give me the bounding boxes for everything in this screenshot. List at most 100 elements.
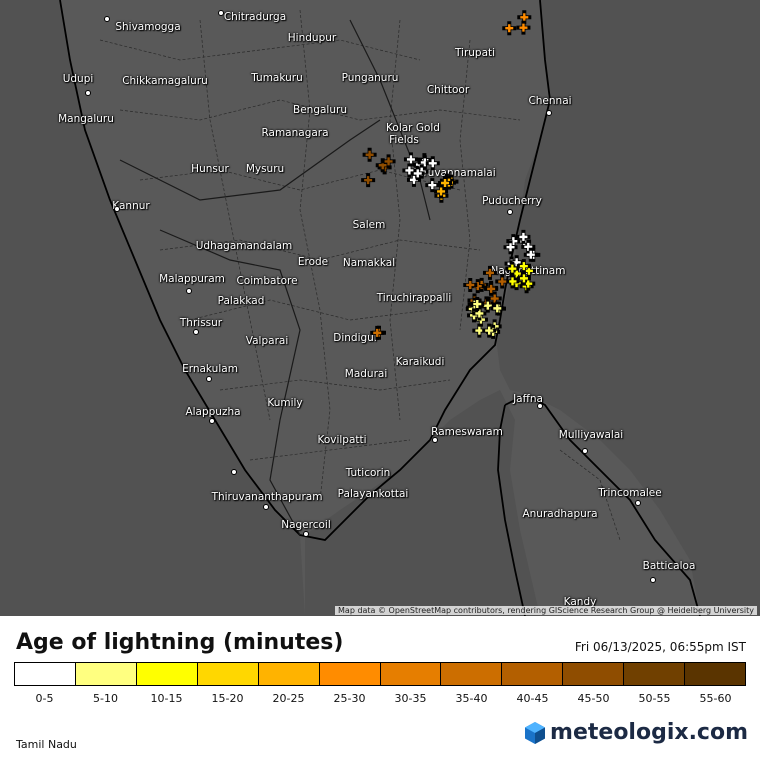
lightning-strike-icon: [362, 147, 377, 162]
city-label: Udupi: [62, 73, 94, 85]
lightning-strike-icon: [482, 265, 497, 280]
lightning-strike-icon: [463, 277, 478, 292]
legend-bin-label: 15-20: [211, 692, 244, 705]
city-label: Mulliyawalai: [558, 429, 624, 441]
legend-title: Age of lightning (minutes): [16, 630, 344, 655]
legend-bin-label: 20-25: [272, 692, 305, 705]
legend-bin-label: 10-15: [150, 692, 183, 705]
city-dot: [218, 10, 224, 16]
meteologix-logo-icon: [525, 721, 546, 744]
city-label: Salem: [352, 219, 386, 231]
city-label: Trincomalee: [598, 487, 662, 499]
city-label: Chitradurga: [223, 11, 287, 23]
city-label: Palayankottai: [337, 488, 409, 500]
legend-bin-label: 50-55: [638, 692, 671, 705]
lightning-strike-icon: [425, 156, 440, 171]
lightning-strike-icon: [516, 229, 531, 244]
city-label: Ernakulam: [182, 363, 238, 375]
city-label: Kovilpatti: [317, 434, 367, 446]
brand-name: meteologix.com: [550, 720, 748, 745]
lightning-strike-icon: [438, 176, 453, 191]
map-attribution: Map data © OpenStreetMap contributors, r…: [335, 606, 757, 615]
brand-logo[interactable]: meteologix.com: [524, 720, 748, 745]
lightning-strikes-layer: [361, 10, 541, 340]
city-label: Chennai: [528, 95, 572, 107]
city-dot: [193, 329, 199, 335]
age-scale-labels: 0-5 5-10 10-15 15-20 20-25 25-30 30-35 35-40 40-…: [14, 692, 746, 705]
legend-swatch: [319, 663, 381, 685]
lightning-strike-icon: [505, 261, 520, 276]
legend-bin-label: 45-50: [577, 692, 610, 705]
legend-swatch: [258, 663, 320, 685]
city-label: Thiruvananthapuram: [211, 491, 323, 503]
legend-swatch: [197, 663, 259, 685]
city-label: Fields: [389, 134, 419, 146]
legend-bin-label: 25-30: [333, 692, 366, 705]
city-dot: [186, 288, 192, 294]
city-label: Tuticorin: [345, 467, 391, 479]
city-label: Mangaluru: [58, 113, 114, 125]
city-label: Malappuram: [159, 273, 225, 285]
lightning-strike-icon: [472, 306, 487, 321]
city-label: Ramanagara: [261, 127, 329, 139]
lightning-strike-icon: [410, 166, 425, 181]
city-label: Coimbatore: [236, 275, 298, 287]
region-label: Tamil Nadu: [16, 738, 77, 751]
legend-swatch: [624, 663, 686, 685]
city-label: Dindigul: [333, 332, 377, 344]
city-label: Chittoor: [426, 84, 470, 96]
legend-bin-label: 55-60: [699, 692, 732, 705]
lightning-strike-icon: [425, 178, 440, 193]
lightning-strike-icon: [516, 20, 531, 35]
city-label: Udhagamandalam: [195, 240, 293, 252]
city-dot: [104, 16, 110, 22]
legend-swatch: [15, 663, 76, 685]
city-label: Anuradhapura: [522, 508, 598, 520]
lightning-strike-icon: [502, 21, 517, 36]
lightning-strike-icon: [503, 240, 518, 255]
legend-swatch: [441, 663, 503, 685]
lightning-strike-icon: [487, 291, 502, 306]
legend-bin-label: 30-35: [394, 692, 427, 705]
lightning-strike-icon: [480, 298, 495, 313]
city-label: Punganuru: [341, 72, 399, 84]
bay-of-bengal: [495, 0, 760, 616]
city-label: Kumily: [267, 397, 303, 409]
city-label: Madurai: [344, 368, 388, 380]
city-label: Tiruchirappalli: [376, 292, 452, 304]
city-label: Jaffna: [513, 393, 543, 405]
city-dot: [432, 437, 438, 443]
coastline-india: [59, 0, 551, 541]
city-label: Namakkal: [342, 257, 396, 269]
city-label: Batticaloa: [642, 560, 696, 572]
legend-bin-label: 35-40: [455, 692, 488, 705]
city-label: Tumakuru: [251, 72, 303, 84]
city-dot: [546, 110, 552, 116]
city-label: Hunsur: [191, 163, 229, 175]
lightning-strike-icon: [402, 163, 417, 178]
city-dot: [537, 403, 543, 409]
arabian-sea: [0, 0, 305, 616]
city-label: Rameswaram: [431, 426, 503, 438]
city-label: Palakkad: [217, 295, 265, 307]
city-label: Erode: [297, 256, 329, 268]
legend-swatch: [563, 663, 625, 685]
legend-swatch: [380, 663, 442, 685]
city-label: Karaikudi: [395, 356, 445, 368]
age-color-scale: [14, 662, 746, 686]
city-label: Hindupur: [287, 32, 337, 44]
lightning-map[interactable]: Shivamogga Chitradurga Hindupur Tirupati…: [0, 0, 760, 616]
legend-bin-label: 0-5: [35, 692, 54, 705]
city-label: Alappuzha: [185, 406, 241, 418]
city-dot: [114, 206, 120, 212]
city-label: Kannur: [112, 200, 150, 212]
city-label: Nagercoil: [281, 519, 331, 531]
gulf-of-mannar: [305, 390, 540, 616]
city-dot: [85, 90, 91, 96]
city-dot: [507, 209, 513, 215]
lightning-strike-icon: [361, 173, 376, 188]
lightning-strike-icon: [490, 301, 505, 316]
coastline-sri-lanka: [497, 393, 701, 616]
city-dot: [635, 500, 641, 506]
state-borders: [119, 19, 431, 536]
